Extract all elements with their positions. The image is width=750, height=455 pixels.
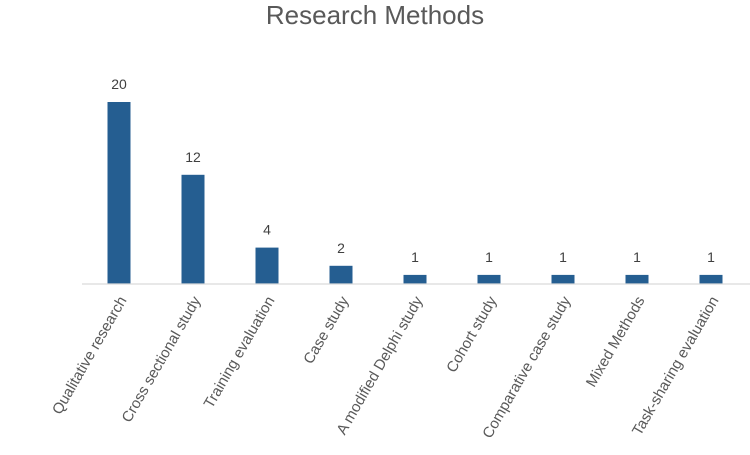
x-tick-label-6: Comparative case study: [479, 293, 574, 441]
x-tick-label-3: Case study: [300, 293, 352, 367]
data-label-8: 1: [707, 249, 715, 265]
data-label-7: 1: [633, 249, 641, 265]
bar-0: [107, 102, 131, 284]
bars-layer: [107, 102, 723, 284]
x-tick-label-4: A modified Delphi study: [333, 293, 426, 438]
bar-8: [699, 274, 723, 284]
bar-1: [181, 174, 205, 284]
data-label-5: 1: [485, 249, 493, 265]
bar-3: [329, 265, 353, 284]
bar-5: [477, 274, 501, 284]
x-tick-label-0: Qualitative research: [49, 294, 130, 418]
data-label-0: 20: [111, 76, 127, 92]
data-label-2: 4: [263, 222, 271, 238]
data-label-4: 1: [411, 249, 419, 265]
x-tick-label-1: Cross sectional study: [118, 293, 204, 425]
bar-4: [403, 274, 427, 284]
x-tick-label-2: Training evaluation: [201, 294, 279, 412]
data-labels-layer: 20 12 4 2 1 1 1 1 1: [111, 76, 715, 265]
x-tick-label-5: Cohort study: [443, 293, 500, 376]
x-tick-label-7: Mixed Methods: [583, 294, 649, 391]
data-label-1: 12: [185, 149, 201, 165]
bar-2: [255, 247, 279, 284]
bar-7: [625, 274, 649, 284]
chart-title: Research Methods: [266, 0, 484, 30]
x-tick-label-8: Task-sharing evaluation: [629, 294, 723, 439]
data-label-6: 1: [559, 249, 567, 265]
bar-6: [551, 274, 575, 284]
data-label-3: 2: [337, 240, 345, 256]
